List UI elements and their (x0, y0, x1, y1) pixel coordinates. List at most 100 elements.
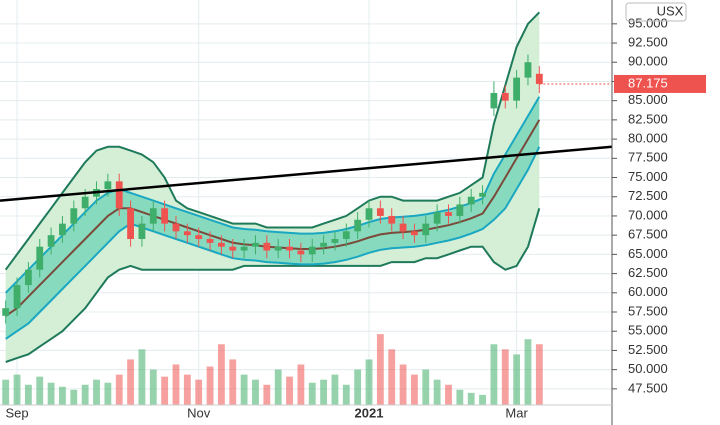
volume-bar (59, 386, 66, 405)
volume-bar (376, 334, 384, 405)
volume-bar (70, 389, 78, 405)
outer-upper-line (4, 11, 541, 271)
volume-bar (138, 349, 146, 405)
volume-bar (286, 376, 293, 405)
candle-body (445, 212, 452, 216)
candle-body (286, 246, 293, 251)
candle-body (456, 204, 464, 216)
candle-body (422, 223, 430, 236)
trendline (0, 145, 613, 202)
candle-body (274, 246, 282, 251)
volume-bar (445, 384, 452, 405)
volume-bar (252, 379, 259, 405)
y-tick-label: 50.000 (628, 361, 668, 376)
y-tick-label: 57.500 (628, 303, 668, 318)
candle-body (81, 196, 89, 209)
volume-bar (13, 374, 21, 405)
volume-bar (263, 384, 271, 405)
volume-bar (206, 366, 214, 405)
volume-bar (342, 384, 350, 405)
candle-body (218, 242, 225, 247)
inner-lower-line (5, 146, 541, 340)
y-tick-label: 92.500 (628, 34, 668, 49)
volume-bar (308, 382, 316, 405)
volume-bar (513, 354, 521, 405)
volume-bar (524, 339, 532, 405)
price-axis-background (612, 0, 720, 425)
currency-box[interactable] (625, 2, 687, 22)
volume-bar (365, 359, 373, 405)
last-price-tag (614, 74, 706, 93)
candle-body (36, 246, 44, 270)
y-tick-label: 72.500 (628, 188, 668, 203)
candle-body (376, 208, 384, 216)
volume-bar (195, 379, 203, 405)
candle-body (490, 92, 498, 109)
volume-bar (81, 384, 89, 405)
candle-body (161, 208, 169, 224)
candle-body (229, 246, 237, 251)
volume-bar (47, 382, 55, 405)
candle-body (467, 196, 475, 205)
candle-body (411, 231, 418, 236)
y-tick-label: 75.000 (628, 169, 668, 184)
y-tick-label: 47.500 (628, 380, 668, 395)
volume-bar (331, 374, 339, 405)
y-tick-label: 60.000 (628, 284, 668, 299)
y-tick-label: 90.000 (628, 54, 668, 69)
candle-body (342, 231, 350, 240)
y-tick-label: 82.500 (628, 111, 668, 126)
candle-body (535, 73, 543, 84)
volume-bar (127, 359, 134, 405)
x-tick-label: 2021 (355, 405, 384, 420)
candle-body (513, 77, 521, 101)
volume-bar (172, 364, 180, 405)
candle-body (104, 181, 112, 190)
candle-body (399, 223, 407, 232)
inner-band-fill (5, 96, 540, 339)
candle-body (70, 208, 78, 224)
candle-body (13, 285, 21, 309)
volume-bar (93, 379, 100, 405)
volume-bar (479, 394, 486, 405)
candle-body (501, 92, 509, 101)
candle-body (115, 181, 123, 209)
x-tick-label: Nov (187, 405, 211, 420)
outer-band-fill (5, 12, 540, 363)
y-tick-label: 70.000 (628, 207, 668, 222)
volume-bar (218, 344, 225, 405)
volume-bar (274, 369, 282, 405)
candle-body (479, 192, 486, 197)
candle-body (308, 246, 316, 255)
volume-bar (24, 384, 32, 405)
volume-bar (490, 344, 498, 405)
volume-bar (411, 374, 418, 405)
y-tick-label: 95.000 (628, 15, 668, 30)
candle-body (138, 223, 146, 240)
volume-bar (115, 374, 123, 405)
volume-bar (240, 374, 248, 405)
candle-body (183, 231, 191, 236)
volume-bar (320, 379, 327, 405)
volume-bar (104, 382, 112, 405)
candle-body (252, 242, 259, 247)
volume-bar (433, 379, 441, 405)
candle-body (149, 208, 157, 224)
volume-bar (2, 379, 10, 405)
volume-bar (36, 376, 44, 405)
candle-body (24, 269, 32, 286)
candle-body (263, 242, 271, 251)
middle-line (5, 119, 541, 317)
candle-body (47, 235, 55, 247)
candle-body (365, 208, 373, 220)
volume-bar (149, 369, 157, 405)
candle-body (2, 308, 10, 316)
currency-label[interactable]: USX (657, 3, 684, 18)
candle-body (524, 62, 532, 78)
candle-body (331, 239, 339, 243)
volume-bar (388, 349, 396, 405)
candle-body (59, 223, 66, 236)
x-tick-label: Sep (5, 405, 28, 420)
volume-bar (467, 392, 475, 405)
